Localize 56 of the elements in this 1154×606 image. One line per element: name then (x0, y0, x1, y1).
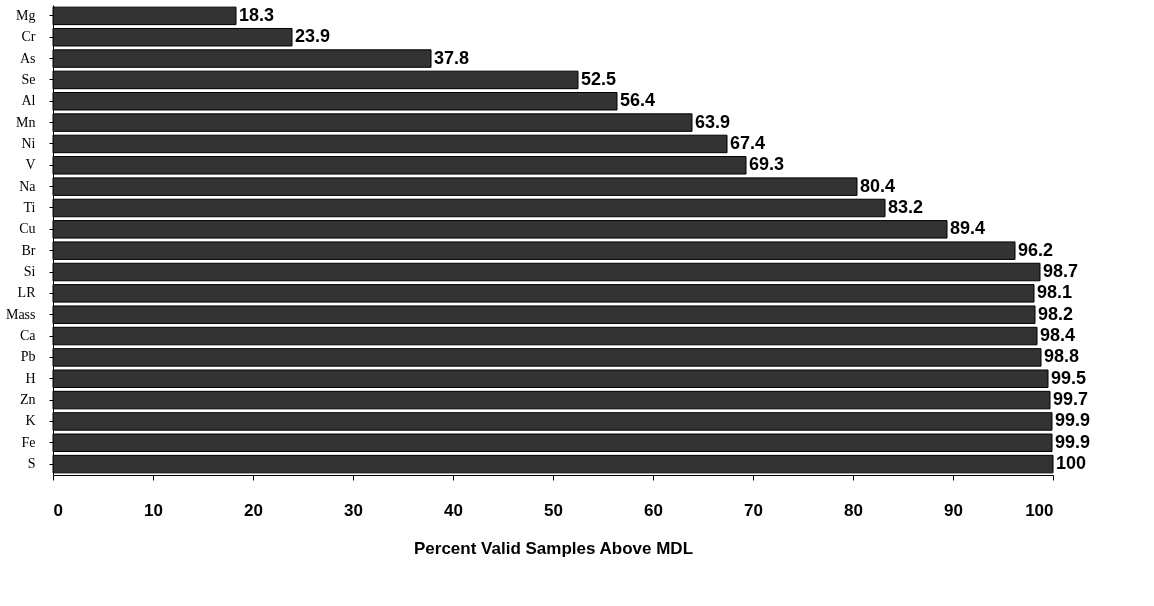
y-tick-label: Zn (19, 392, 36, 408)
y-tick-label: Fe (21, 434, 36, 450)
x-tick-label: 30 (344, 500, 363, 520)
x-tick-label: 70 (744, 500, 763, 520)
x-tick-label: 0 (53, 500, 63, 520)
y-tick-label: Mg (16, 7, 36, 23)
x-tick-label: 80 (844, 500, 863, 520)
data-label: 99.9 (1055, 410, 1091, 431)
y-tick-label: H (25, 370, 36, 386)
data-label: 99.9 (1055, 431, 1091, 452)
data-label: 80.4 (860, 175, 896, 196)
x-tick-label: 90 (944, 500, 963, 520)
y-tick-label: Cr (21, 29, 36, 45)
data-label: 99.7 (1053, 389, 1089, 410)
y-tick-label: Mn (16, 114, 36, 130)
data-label: 100 (1056, 453, 1087, 474)
x-tick-label: 100 (1025, 500, 1054, 520)
y-tick-label: Na (19, 178, 37, 194)
y-tick-label: LR (17, 285, 37, 301)
y-tick-label: Si (23, 264, 36, 280)
data-label: 99.5 (1051, 367, 1087, 388)
x-tick-label: 20 (244, 500, 263, 520)
data-label: 98.7 (1043, 261, 1079, 282)
data-label: 69.3 (749, 154, 785, 175)
y-tick-label: Ni (21, 135, 36, 151)
y-tick-label: Ca (19, 328, 37, 344)
data-label: 89.4 (950, 218, 986, 239)
data-label: 56.4 (620, 90, 656, 111)
y-tick-label: Al (21, 93, 36, 109)
x-tick-label: 40 (444, 500, 463, 520)
x-tick-label: 50 (544, 500, 563, 520)
y-tick-label: Ti (23, 199, 36, 215)
y-tick-label: Mass (5, 306, 36, 322)
data-label: 98.2 (1038, 303, 1074, 324)
x-axis-title: Percent Valid Samples Above MDL (413, 538, 694, 558)
y-tick-label: Cu (19, 221, 36, 237)
data-label: 37.8 (434, 47, 470, 68)
y-tick-label: K (25, 413, 36, 429)
data-label: 98.4 (1040, 325, 1076, 346)
data-label: 98.1 (1037, 282, 1073, 303)
data-label: 52.5 (581, 68, 617, 89)
y-tick-label: S (27, 456, 36, 472)
data-label: 67.4 (730, 132, 766, 153)
y-tick-label: V (25, 157, 36, 173)
x-tick-label: 60 (644, 500, 663, 520)
y-tick-label: Se (21, 71, 36, 87)
y-tick-label: As (19, 50, 36, 66)
y-tick-label: Br (21, 242, 36, 258)
data-label: 23.9 (295, 26, 331, 47)
data-label: 63.9 (695, 111, 731, 132)
data-label: 96.2 (1018, 239, 1054, 260)
x-tick-label: 10 (144, 500, 163, 520)
y-tick-label: Pb (20, 349, 36, 365)
data-label: 18.3 (239, 4, 275, 25)
data-label: 83.2 (888, 196, 924, 217)
data-label: 98.8 (1044, 346, 1080, 367)
